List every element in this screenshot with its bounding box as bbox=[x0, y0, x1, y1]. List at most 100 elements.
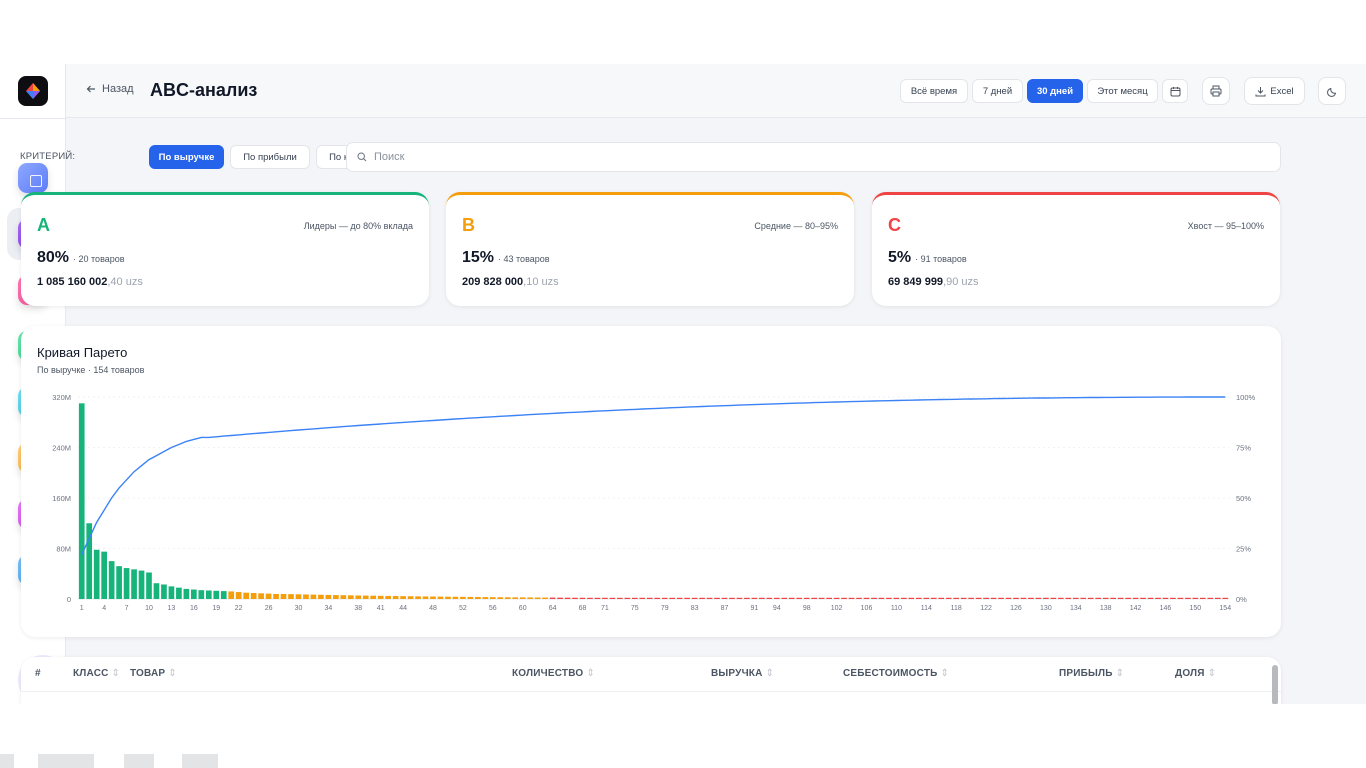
bar-c bbox=[1035, 597, 1042, 599]
bar-b bbox=[333, 595, 339, 599]
col-class[interactable]: КЛАСС ⇕ bbox=[73, 668, 120, 679]
bar-b bbox=[467, 596, 474, 599]
bar-b bbox=[280, 593, 287, 599]
criteria-profit-button[interactable]: По прибыли bbox=[230, 145, 310, 169]
bar-c bbox=[1214, 597, 1221, 599]
calendar-button[interactable] bbox=[1162, 79, 1188, 103]
x-tick-label: 22 bbox=[235, 605, 243, 612]
sort-icon: ⇕ bbox=[111, 668, 121, 679]
bar-b bbox=[400, 596, 406, 599]
bar-a bbox=[86, 523, 93, 599]
search-input[interactable] bbox=[374, 151, 674, 163]
sidebar-item-dashboard[interactable] bbox=[7, 152, 59, 204]
bar-c bbox=[1102, 597, 1109, 599]
col-profit[interactable]: ПРИБЫЛЬ ⇕ bbox=[1059, 668, 1124, 679]
bar-b bbox=[325, 594, 332, 599]
bar-a bbox=[191, 589, 197, 599]
app-logo[interactable] bbox=[18, 76, 48, 106]
bar-c bbox=[661, 597, 668, 599]
bar-b bbox=[512, 597, 519, 599]
bar-c bbox=[1072, 597, 1079, 599]
bar-c bbox=[1140, 597, 1146, 599]
bar-b bbox=[482, 597, 489, 599]
bar-b bbox=[452, 596, 459, 599]
bar-b bbox=[527, 597, 534, 599]
sort-icon: ⇕ bbox=[940, 668, 950, 679]
bar-c bbox=[773, 597, 780, 599]
bar-b bbox=[303, 594, 309, 599]
col-index: # bbox=[35, 668, 41, 679]
bar-c bbox=[646, 597, 653, 599]
x-tick-label: 102 bbox=[831, 605, 843, 612]
period-30-days[interactable]: 30 дней bbox=[1027, 79, 1083, 103]
page-title: ABC-анализ bbox=[150, 80, 258, 100]
bar-b bbox=[392, 596, 399, 599]
class-letter: C bbox=[888, 215, 901, 235]
sort-icon: ⇕ bbox=[1115, 668, 1125, 679]
table-scrollbar[interactable] bbox=[1272, 665, 1278, 704]
bar-b bbox=[422, 596, 429, 599]
bar-c bbox=[1043, 597, 1049, 599]
x-tick-label: 52 bbox=[459, 605, 467, 612]
class-amount-decimal: ,10 uzs bbox=[523, 276, 559, 288]
col-product-label: ТОВАР bbox=[130, 668, 166, 679]
bar-c bbox=[684, 597, 690, 599]
bar-c bbox=[878, 597, 885, 599]
period-7-days[interactable]: 7 дней bbox=[972, 79, 1023, 103]
x-tick-label: 68 bbox=[579, 605, 587, 612]
bar-a bbox=[153, 583, 160, 599]
bar-c bbox=[1005, 597, 1012, 599]
x-tick-label: 38 bbox=[354, 605, 362, 612]
y2-tick-label: 50% bbox=[1236, 494, 1251, 503]
bar-c bbox=[639, 597, 646, 599]
x-tick-label: 4 bbox=[102, 605, 106, 612]
class-card-a: A Лидеры — до 80% вклада 80% · 20 товаров… bbox=[21, 192, 429, 306]
x-tick-label: 10 bbox=[145, 605, 153, 612]
x-tick-label: 118 bbox=[951, 605, 962, 612]
x-tick-label: 98 bbox=[803, 605, 811, 612]
back-button[interactable]: Назад bbox=[86, 83, 134, 95]
bar-c bbox=[721, 597, 728, 599]
bar-c bbox=[1110, 597, 1116, 599]
period-all-time[interactable]: Всё время bbox=[900, 79, 968, 103]
col-quantity[interactable]: КОЛИЧЕСТВО ⇕ bbox=[512, 668, 595, 679]
col-cost[interactable]: СЕБЕСТОИМОСТЬ ⇕ bbox=[843, 668, 949, 679]
bar-c bbox=[1028, 597, 1034, 599]
criteria-revenue-button[interactable]: По выручке bbox=[149, 145, 224, 169]
bar-b bbox=[310, 594, 317, 599]
bar-c bbox=[833, 597, 840, 599]
x-tick-label: 114 bbox=[921, 605, 932, 612]
class-percent: 5% · 91 товаров bbox=[888, 249, 967, 267]
class-description: Средние — 80–95% bbox=[754, 221, 838, 231]
export-excel-button[interactable]: Excel bbox=[1244, 77, 1305, 105]
bar-c bbox=[617, 597, 623, 599]
x-tick-label: 79 bbox=[661, 605, 669, 612]
bar-c bbox=[886, 597, 892, 599]
class-amount-value: 69 849 999 bbox=[888, 276, 944, 288]
col-cost-label: СЕБЕСТОИМОСТЬ bbox=[843, 668, 938, 679]
bar-c bbox=[871, 597, 877, 599]
theme-toggle-button[interactable] bbox=[1318, 77, 1346, 105]
bar-c bbox=[654, 597, 661, 599]
bar-b bbox=[235, 592, 242, 599]
col-revenue[interactable]: ВЫРУЧКА ⇕ bbox=[711, 668, 774, 679]
col-product[interactable]: ТОВАР ⇕ bbox=[130, 668, 177, 679]
x-tick-label: 122 bbox=[980, 605, 992, 612]
period-this-month[interactable]: Этот месяц bbox=[1087, 79, 1158, 103]
bar-c bbox=[549, 597, 556, 599]
bar-a bbox=[101, 551, 107, 599]
x-tick-label: 1 bbox=[80, 605, 84, 612]
col-share[interactable]: ДОЛЯ ⇕ bbox=[1175, 668, 1216, 679]
bar-c bbox=[818, 597, 825, 599]
class-count: · 91 товаров bbox=[915, 254, 967, 264]
bar-b bbox=[475, 597, 481, 599]
abc-table: # КЛАСС ⇕ ТОВАР ⇕ КОЛИЧЕСТВО ⇕ ВЫРУЧКА ⇕ СЕБ… bbox=[21, 657, 1281, 704]
bar-c bbox=[714, 597, 720, 599]
bar-c bbox=[587, 597, 593, 599]
bar-c bbox=[1050, 597, 1057, 599]
class-amount: 209 828 000,10 uzs bbox=[462, 276, 559, 288]
bar-c bbox=[706, 597, 713, 599]
print-button[interactable] bbox=[1202, 77, 1230, 105]
excel-label: Excel bbox=[1270, 85, 1294, 97]
bar-c bbox=[901, 597, 907, 599]
